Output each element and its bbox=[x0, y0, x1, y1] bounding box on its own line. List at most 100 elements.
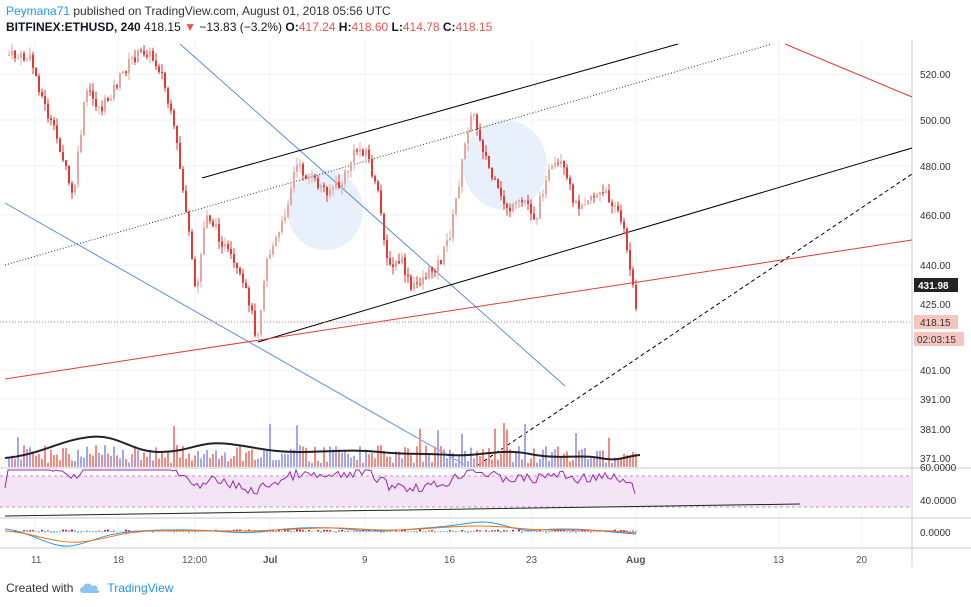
candle-body bbox=[440, 260, 442, 265]
macd-bar bbox=[113, 530, 115, 532]
trendline-red[interactable] bbox=[4, 239, 913, 380]
volume-bar bbox=[260, 457, 262, 467]
volume-bar bbox=[92, 455, 94, 467]
macd-bar bbox=[437, 531, 439, 532]
volume-bar bbox=[563, 453, 565, 467]
candle-body bbox=[107, 97, 109, 101]
highlight-circle[interactable] bbox=[287, 170, 363, 250]
candle-body bbox=[83, 101, 85, 135]
macd-bar bbox=[332, 531, 334, 533]
macd-bar bbox=[425, 531, 427, 533]
candle-body bbox=[527, 200, 529, 204]
volume-bar bbox=[566, 451, 568, 467]
candle-body bbox=[269, 254, 271, 259]
macd-bar bbox=[419, 529, 421, 532]
macd-bar bbox=[311, 531, 313, 532]
candle-body bbox=[554, 163, 556, 167]
author-link[interactable]: Peymana71 bbox=[6, 4, 71, 18]
volume-bar bbox=[596, 450, 598, 467]
volume-bar bbox=[155, 447, 157, 467]
open-label: O: bbox=[285, 20, 299, 34]
macd-bar bbox=[458, 531, 460, 532]
channel-upper[interactable] bbox=[201, 43, 679, 179]
volume-bar bbox=[422, 461, 424, 467]
volume-bar bbox=[320, 462, 322, 467]
tradingview-cloud-icon bbox=[80, 583, 100, 593]
macd-bar bbox=[290, 531, 292, 533]
candle-body bbox=[47, 103, 49, 119]
trendline-dashed[interactable] bbox=[477, 173, 913, 466]
candle-body bbox=[470, 115, 472, 132]
volume-bar bbox=[44, 445, 46, 467]
macd-bar bbox=[104, 529, 106, 532]
candle-body bbox=[443, 246, 445, 265]
macd-bar bbox=[461, 529, 463, 532]
volume-bar bbox=[284, 453, 286, 467]
change-value: −13.83 (−3.2%) bbox=[199, 20, 283, 34]
candle-body bbox=[104, 97, 106, 112]
trendline-blue[interactable] bbox=[179, 43, 566, 387]
macd-bar bbox=[188, 531, 190, 533]
candle-body bbox=[458, 186, 460, 199]
volume-bar bbox=[110, 455, 112, 467]
macd-bar bbox=[548, 531, 550, 533]
macd-signal bbox=[4, 525, 637, 543]
candle-body bbox=[365, 149, 367, 156]
macd-bar bbox=[635, 531, 637, 533]
volume-bar bbox=[296, 425, 298, 467]
candle-body bbox=[263, 280, 265, 310]
volume-bar bbox=[209, 457, 211, 467]
symbol-label[interactable]: BITFINEX:ETHUSD, 240 bbox=[6, 20, 141, 34]
channel-mid[interactable] bbox=[4, 43, 773, 266]
macd-bar bbox=[59, 531, 61, 533]
volume-bar bbox=[140, 460, 142, 467]
volume-bar bbox=[512, 462, 514, 467]
volume-bar bbox=[509, 449, 511, 467]
volume-bar bbox=[65, 448, 67, 467]
macd-bar bbox=[626, 530, 628, 532]
trendline-red[interactable] bbox=[784, 43, 913, 98]
volume-bar bbox=[539, 459, 541, 467]
candle-body bbox=[80, 134, 82, 152]
price-axis[interactable]: 520.00 500.00 480.00 460.00 440.00 425.0… bbox=[920, 70, 951, 465]
macd-bar bbox=[56, 531, 58, 533]
volume-bar bbox=[197, 450, 199, 467]
macd-bar bbox=[575, 531, 577, 533]
candle-body bbox=[467, 131, 469, 144]
trendline-blue[interactable] bbox=[4, 202, 466, 466]
volume-bar bbox=[167, 451, 169, 467]
candle-body bbox=[497, 179, 499, 188]
price-value: 418.15 bbox=[144, 20, 181, 34]
rsi-trendline[interactable] bbox=[4, 503, 801, 517]
volume-bar bbox=[341, 452, 343, 467]
volume-bar bbox=[32, 451, 34, 467]
channel-lower[interactable] bbox=[257, 147, 913, 343]
volume-bar bbox=[452, 453, 454, 467]
last-price-marker bbox=[914, 315, 958, 329]
volume-bar bbox=[443, 449, 445, 467]
macd-bar bbox=[551, 530, 553, 532]
candle-body bbox=[512, 203, 514, 212]
macd-bar bbox=[347, 530, 349, 532]
volume-bar bbox=[521, 459, 523, 467]
macd-bar bbox=[314, 531, 316, 532]
macd-bar bbox=[413, 531, 415, 533]
candle-body bbox=[533, 213, 535, 220]
candle-body bbox=[110, 98, 112, 101]
time-axis[interactable]: 11 18 12:00 Jul 9 16 23 Aug 13 20 bbox=[31, 555, 868, 566]
created-with-text: Created with bbox=[6, 581, 74, 595]
macd-bar bbox=[554, 529, 556, 532]
volume-bar bbox=[287, 454, 289, 467]
candle-body bbox=[623, 221, 625, 229]
tradingview-link[interactable]: TradingView bbox=[107, 581, 174, 595]
macd-bar bbox=[152, 531, 154, 533]
volume-bar bbox=[461, 433, 463, 467]
candle-body bbox=[329, 189, 331, 196]
macd-bar bbox=[356, 530, 358, 532]
price-label: 381.00 bbox=[920, 425, 951, 436]
macd-bar bbox=[275, 530, 277, 532]
price-marker-431-text: 431.98 bbox=[918, 281, 949, 292]
macd-bar bbox=[38, 531, 40, 533]
volume-bar bbox=[230, 458, 232, 467]
